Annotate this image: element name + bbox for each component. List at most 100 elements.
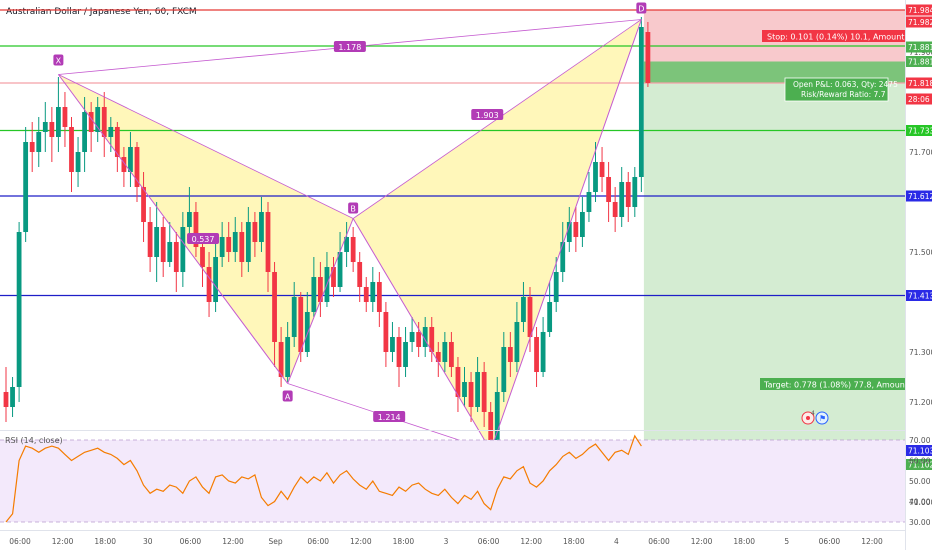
candle-body xyxy=(232,232,238,252)
candle-body xyxy=(376,282,382,312)
rsi-axis[interactable]: 70.00 60.00 50.00 40.00 30.00 xyxy=(909,436,931,527)
pattern-leg-2 xyxy=(352,218,492,451)
candle-body xyxy=(501,347,507,392)
candle-body xyxy=(213,257,218,302)
price-tag: 71.612 xyxy=(908,192,932,201)
candle-body xyxy=(200,247,205,267)
price-tag: 71.413 xyxy=(908,292,932,301)
price-axis[interactable]: 71.90071.70071.50071.30071.20071.00071.9… xyxy=(905,0,932,550)
price-tag-bg xyxy=(906,4,932,16)
candle-body xyxy=(527,297,533,337)
candle-body xyxy=(298,297,304,352)
candle-body xyxy=(49,122,55,137)
time-tick: 18:00 xyxy=(563,537,585,546)
pattern-point-a: A xyxy=(285,393,291,402)
rsi-line xyxy=(5,434,642,523)
candle-body xyxy=(416,332,422,347)
candle-body xyxy=(507,347,513,362)
ratio-label-1-bg xyxy=(333,41,366,52)
time-tick: 06:00 xyxy=(478,537,500,546)
candle-body xyxy=(547,302,553,332)
rsi-band xyxy=(0,440,905,522)
candle-body xyxy=(304,312,310,352)
candle-body xyxy=(422,327,428,347)
candle-body xyxy=(285,337,291,377)
candle-body xyxy=(311,277,317,312)
pattern-point-x: X xyxy=(56,57,62,66)
candle-body xyxy=(29,142,35,152)
candle-body xyxy=(10,387,15,407)
pnl-label: Open P&L: 0.063, Qty: 2475 xyxy=(793,80,898,89)
candle-body xyxy=(462,382,467,397)
price-tag-bg xyxy=(906,445,932,456)
candle-body xyxy=(160,227,166,262)
candle-body xyxy=(187,212,192,227)
news-event-icon[interactable] xyxy=(815,411,829,425)
pattern-point-a-bg xyxy=(282,390,293,402)
candle-body xyxy=(318,277,323,302)
candle-body xyxy=(494,392,500,442)
candle-body xyxy=(108,127,114,137)
time-tick: 5 xyxy=(784,537,789,546)
rr-label: Risk/Reward Ratio: 7.7 xyxy=(801,90,886,99)
candle-body xyxy=(56,107,61,137)
candle-body xyxy=(553,272,559,302)
time-tick: 06:00 xyxy=(9,537,31,546)
pattern-leg-0 xyxy=(57,74,289,384)
price-tag-bg xyxy=(906,190,932,202)
ratio-label-3-bg xyxy=(471,109,504,120)
time-tick: 3 xyxy=(444,537,449,546)
target-label-bg xyxy=(760,378,906,390)
price-tag-bg xyxy=(906,459,932,470)
candle-body xyxy=(593,162,598,192)
candle-body xyxy=(350,237,356,262)
candle-body xyxy=(468,382,474,407)
time-tick: 12:00 xyxy=(691,537,713,546)
candle-body xyxy=(154,227,160,257)
candle-body xyxy=(409,332,415,342)
candle-body xyxy=(252,222,258,242)
pattern-leg-1 xyxy=(287,218,354,384)
stop-label: Stop: 0.101 (0.14%) 10.1, Amount: 750.07 xyxy=(767,33,932,42)
candle-body xyxy=(390,337,395,352)
price-tag: 71.103 xyxy=(908,447,932,456)
candle-body xyxy=(435,352,441,362)
time-tick: 12:00 xyxy=(861,537,883,546)
price-tag: 71.102 xyxy=(908,461,932,470)
price-tag: 28:06 xyxy=(908,95,930,104)
candle-body xyxy=(586,192,592,212)
time-tick: 30 xyxy=(143,537,153,546)
price-tick: 71.500 xyxy=(909,248,932,257)
pattern-ratio-line-0 xyxy=(58,74,354,219)
candle-body xyxy=(239,232,245,262)
candle-body xyxy=(167,242,173,262)
candle-body xyxy=(429,327,435,352)
price-tick: 71.700 xyxy=(909,148,932,157)
candle-body xyxy=(475,372,480,407)
candle-body xyxy=(449,342,454,367)
time-axis[interactable]: 06:00 12:00 18:00 30 06:00 12:00 Sep 06:00 12:00… xyxy=(9,537,883,546)
candle-body xyxy=(560,242,566,272)
target-label: Target: 0.778 (1.08%) 77.8, Amount: 2925… xyxy=(763,381,932,390)
price-tag: 71.733 xyxy=(908,127,932,136)
candle-body xyxy=(88,112,94,132)
candle-body xyxy=(606,177,611,202)
time-tick: 12:00 xyxy=(52,537,74,546)
time-tick: 12:00 xyxy=(520,537,542,546)
rsi-tick: 40.00 xyxy=(909,498,931,507)
candle-body xyxy=(272,272,277,342)
candle-body xyxy=(363,287,369,302)
candle-body xyxy=(42,122,48,132)
candle-body xyxy=(69,127,74,172)
candle-body xyxy=(141,187,146,222)
time-tick: 06:00 xyxy=(180,537,202,546)
candle-body xyxy=(599,162,605,177)
candle-body xyxy=(514,322,520,362)
time-tick: 18:00 xyxy=(94,537,116,546)
candlestick-series xyxy=(3,17,651,452)
news-flag-icon: ⚑ xyxy=(819,414,826,423)
time-tick: Sep xyxy=(269,537,283,546)
candle-body xyxy=(337,252,343,287)
candle-body xyxy=(331,267,336,287)
